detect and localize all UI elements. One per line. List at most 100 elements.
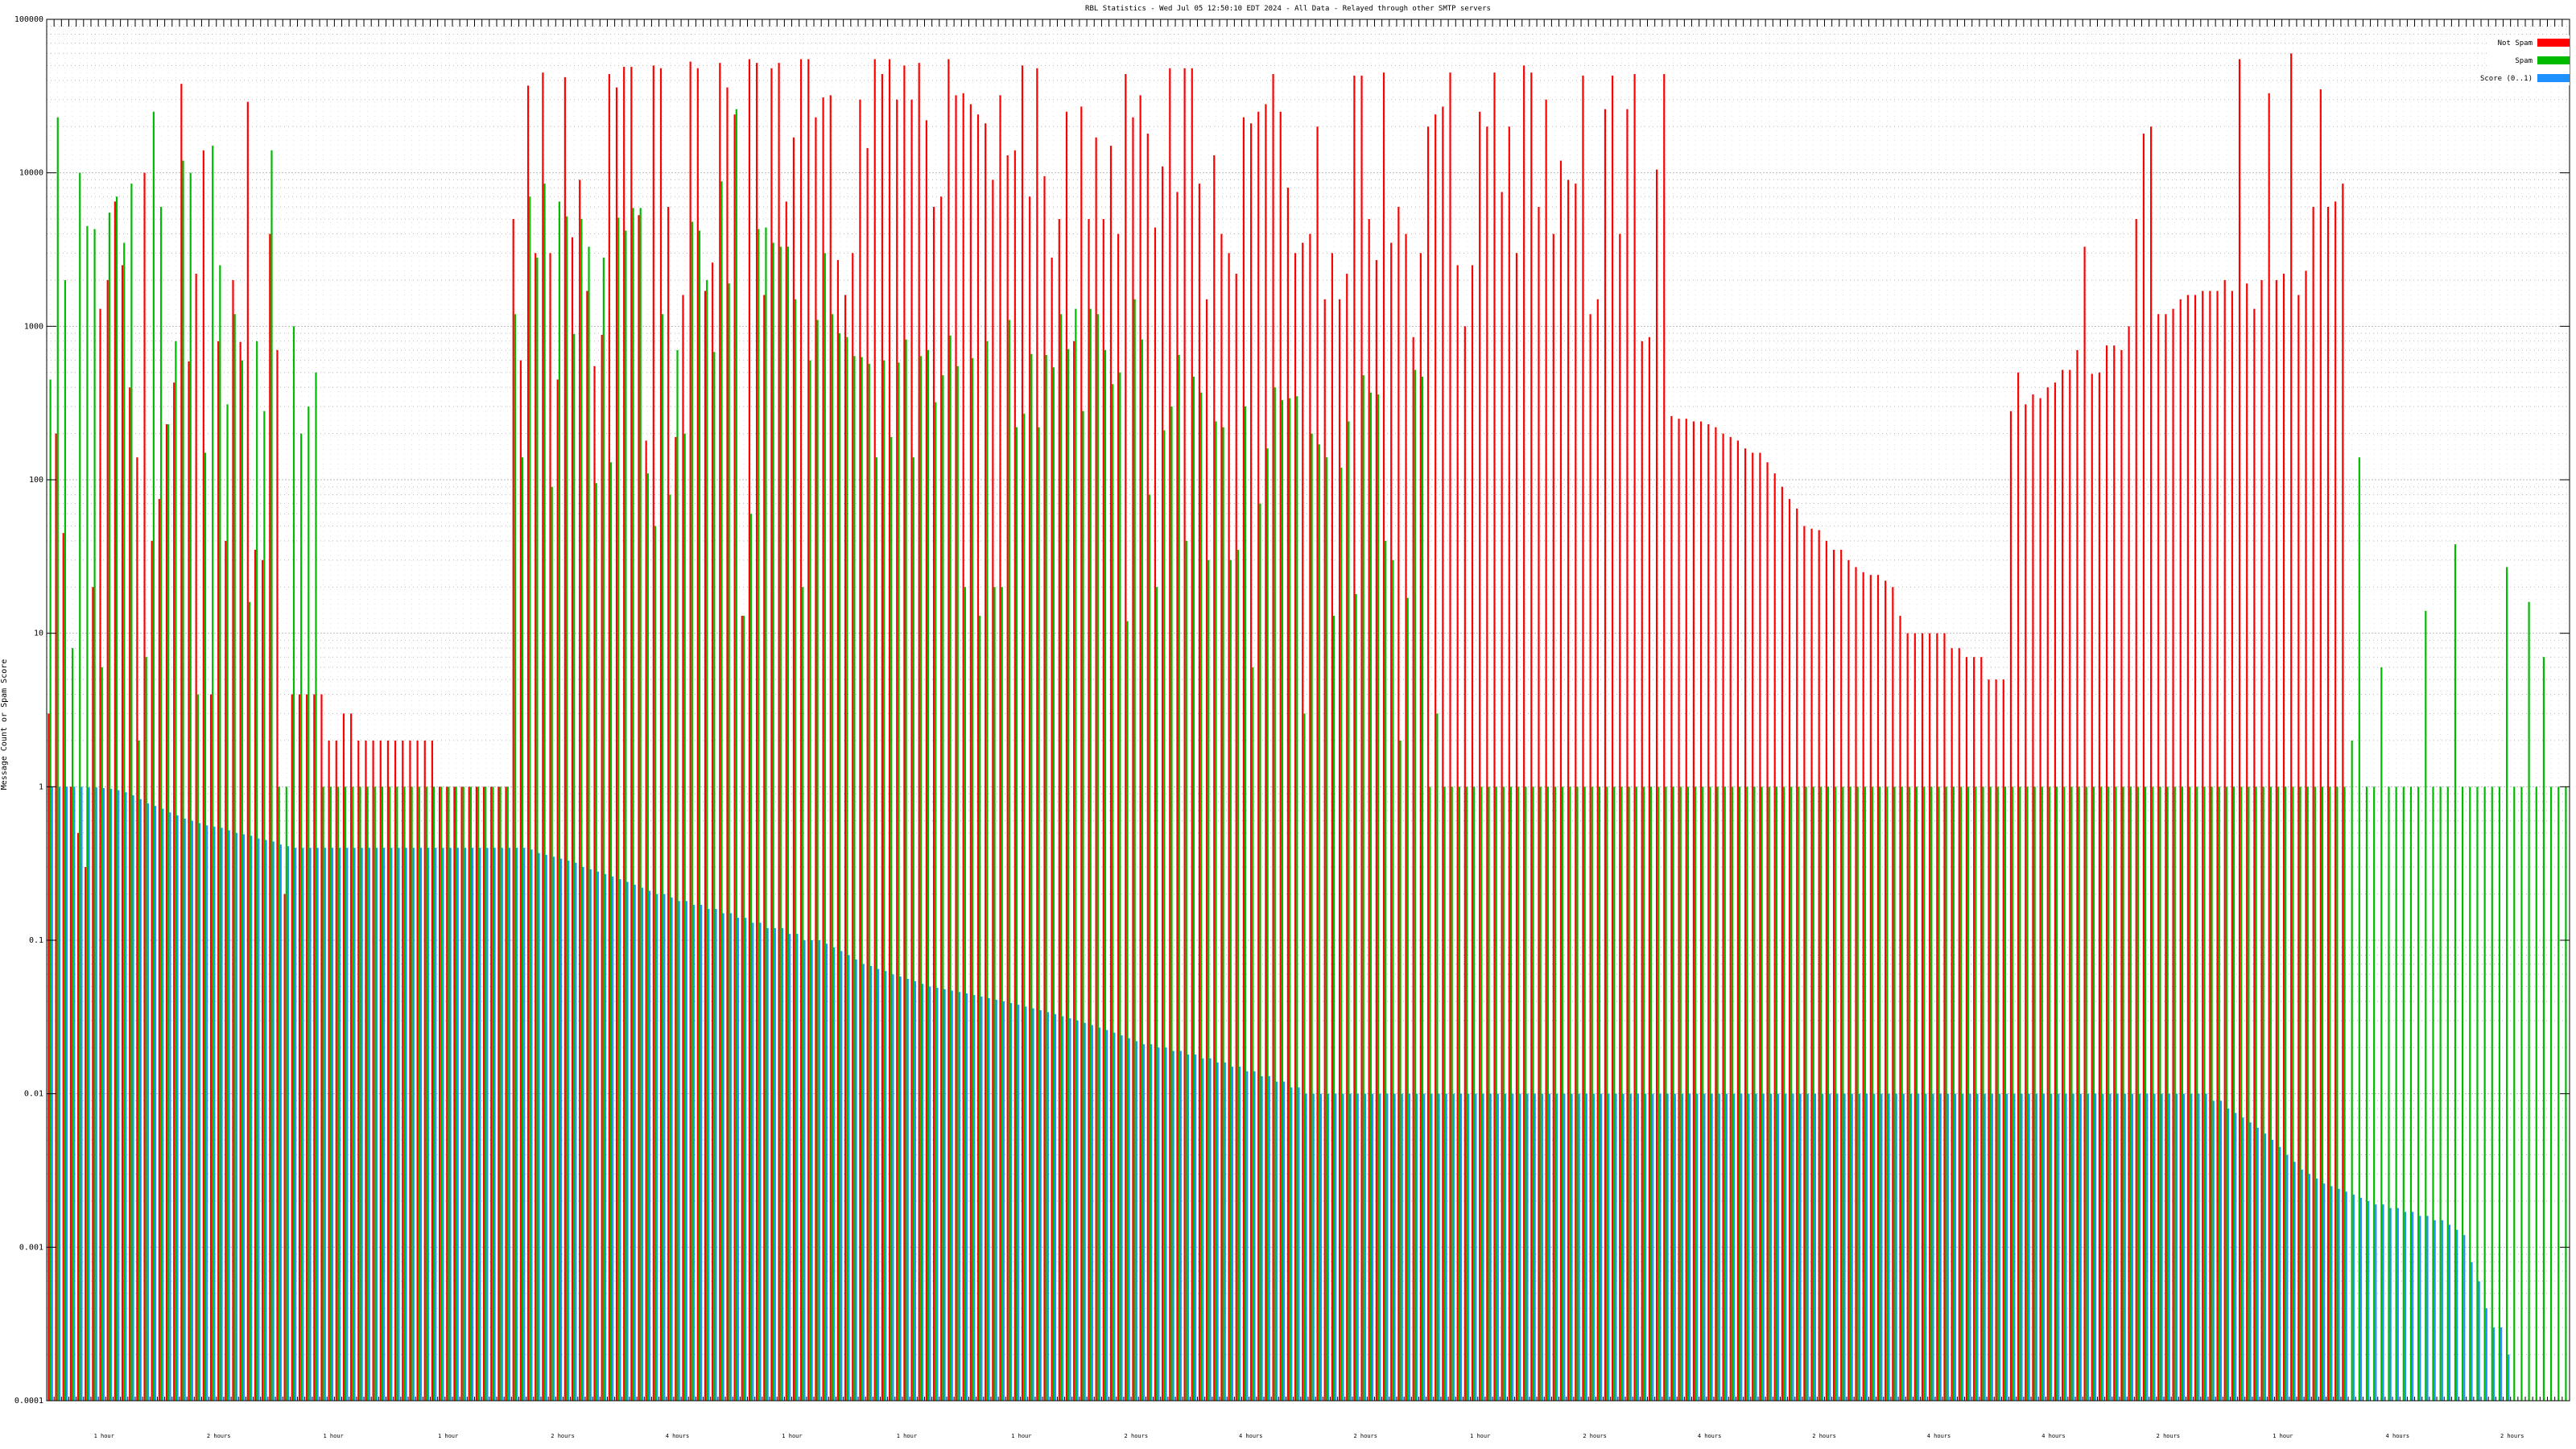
bar-score-0-1 — [169, 812, 171, 1401]
bar-not-spam — [712, 262, 714, 1401]
bar-spam — [241, 360, 243, 1401]
bar-not-spam — [1479, 111, 1481, 1402]
bar-spam — [1104, 349, 1107, 1402]
bar-spam — [543, 184, 546, 1401]
bar-spam — [979, 615, 981, 1401]
bar-not-spam — [1855, 567, 1857, 1402]
bar-spam — [772, 242, 774, 1402]
bar-score-0-1 — [427, 848, 430, 1401]
bar-spam — [115, 196, 118, 1402]
bar-not-spam — [2297, 295, 2300, 1402]
bar-not-spam — [1095, 137, 1097, 1401]
bar-spam — [389, 786, 391, 1401]
bar-not-spam — [1265, 104, 1267, 1401]
bar-score-0-1 — [980, 996, 983, 1401]
bar-score-0-1 — [634, 885, 636, 1401]
bar-not-spam — [1316, 126, 1319, 1402]
bar-spam — [1886, 786, 1889, 1401]
bar-spam — [2365, 786, 2368, 1401]
bar-not-spam — [526, 85, 530, 1401]
bar-score-0-1 — [1445, 1093, 1447, 1401]
bar-spam — [742, 615, 745, 1401]
bar-spam — [1229, 559, 1232, 1401]
bar-spam — [514, 314, 516, 1402]
bar-not-spam — [1338, 299, 1341, 1402]
bar-score-0-1 — [1150, 1044, 1153, 1401]
bar-score-0-1 — [1032, 1008, 1034, 1401]
bar-not-spam — [423, 740, 426, 1401]
bar-score-0-1 — [848, 955, 850, 1401]
bar-score-0-1 — [472, 848, 474, 1401]
bar-not-spam — [1501, 192, 1503, 1402]
bar-spam — [565, 216, 568, 1401]
bar-score-0-1 — [1829, 1093, 1831, 1401]
bar-spam — [2188, 786, 2191, 1401]
y-tick-label: 1000 — [24, 322, 43, 331]
bar-not-spam — [1080, 106, 1083, 1402]
bar-score-0-1 — [2389, 1208, 2392, 1401]
legend-item-spam: Spam — [2515, 56, 2570, 65]
legend: Not Spam Spam Score (0..1) — [2480, 35, 2570, 85]
bar-score-0-1 — [2500, 1327, 2503, 1401]
bar-not-spam — [431, 740, 434, 1401]
bar-not-spam — [1773, 473, 1776, 1401]
bar-score-0-1 — [1814, 1093, 1816, 1401]
bar-score-0-1 — [2235, 1113, 2237, 1401]
x-category-label: 1 hour — [94, 1433, 114, 1439]
bar-spam — [1318, 444, 1320, 1402]
bar-score-0-1 — [508, 848, 511, 1401]
bar-not-spam — [2260, 279, 2263, 1401]
bar-spam — [964, 587, 966, 1401]
bar-score-0-1 — [1615, 1093, 1617, 1401]
bar-not-spam — [306, 694, 308, 1401]
bar-score-0-1 — [2013, 1093, 2016, 1401]
bar-spam — [462, 786, 464, 1401]
bar-spam — [2085, 786, 2087, 1401]
bar-not-spam — [859, 99, 861, 1401]
bar-score-0-1 — [685, 901, 687, 1401]
y-tick-label: 100 — [29, 476, 43, 485]
bar-score-0-1 — [2087, 1093, 2090, 1401]
bar-spam — [1303, 713, 1306, 1401]
bar-spam — [322, 786, 324, 1401]
bar-not-spam — [143, 172, 146, 1402]
bar-spam — [2358, 457, 2360, 1402]
bar-spam — [2056, 786, 2058, 1401]
bar-score-0-1 — [1371, 1093, 1374, 1401]
bar-not-spam — [2179, 299, 2182, 1402]
bar-spam — [130, 184, 133, 1401]
bar-spam — [1215, 421, 1217, 1402]
bar-score-0-1 — [1865, 1093, 1868, 1401]
bar-spam — [1657, 786, 1660, 1401]
bar-not-spam — [785, 201, 787, 1401]
bar-spam — [706, 279, 708, 1401]
bar-not-spam — [2002, 679, 2004, 1401]
bar-spam — [219, 265, 221, 1401]
bar-spam — [986, 341, 989, 1402]
bar-spam — [824, 253, 826, 1402]
bar-spam — [1170, 407, 1173, 1402]
bar-spam — [625, 230, 627, 1401]
bar-spam — [2446, 786, 2449, 1401]
bar-score-0-1 — [2161, 1093, 2163, 1401]
bar-not-spam — [490, 786, 493, 1401]
bar-not-spam — [1596, 299, 1599, 1402]
bar-score-0-1 — [1268, 1075, 1270, 1401]
bar-not-spam — [158, 498, 160, 1401]
bar-score-0-1 — [1195, 1054, 1197, 1401]
bar-not-spam — [2157, 314, 2160, 1402]
bar-spam — [1436, 713, 1439, 1401]
bars-layer — [47, 53, 2567, 1402]
bar-score-0-1 — [1696, 1093, 1699, 1401]
bar-spam — [418, 786, 420, 1401]
bar-not-spam — [1958, 648, 1960, 1401]
bar-spam — [1245, 407, 1247, 1402]
bar-not-spam — [564, 76, 566, 1402]
bar-not-spam — [2238, 59, 2241, 1402]
bar-not-spam — [756, 63, 758, 1402]
bar-not-spam — [1058, 219, 1060, 1402]
legend-swatch-spam — [2537, 56, 2570, 64]
bar-score-0-1 — [1858, 1093, 1860, 1401]
bar-score-0-1 — [2198, 1093, 2200, 1401]
legend-item-score: Score (0..1) — [2480, 74, 2570, 83]
